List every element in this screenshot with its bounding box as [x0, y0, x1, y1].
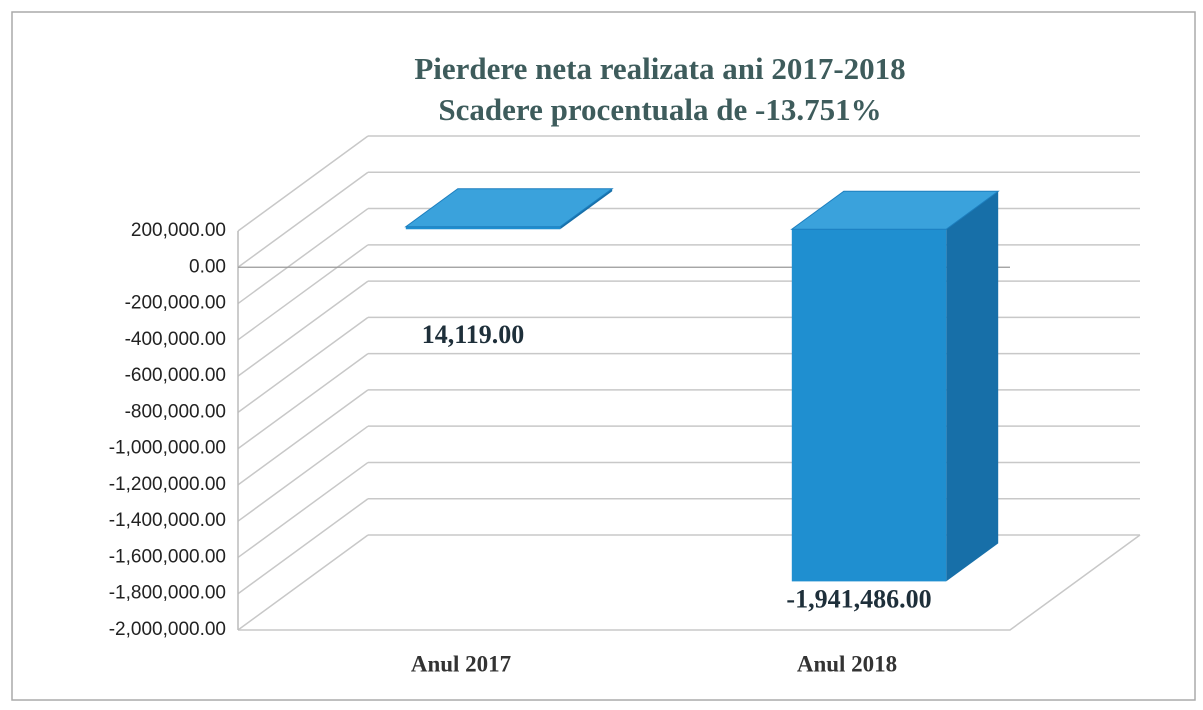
- y-tick-label: -400,000.00: [125, 329, 226, 350]
- chart-subtitle: Scadere procentuala de -13.751%: [438, 92, 881, 127]
- y-tick-label: -1,000,000.00: [109, 438, 226, 459]
- bar-side: [560, 188, 613, 230]
- y-tick-label: -200,000.00: [125, 293, 226, 314]
- y-tick-label: -1,800,000.00: [109, 583, 226, 604]
- bar-top: [790, 190, 1000, 230]
- grid-line: [237, 498, 369, 595]
- grid-line: [237, 135, 369, 232]
- grid-line: [237, 353, 369, 450]
- grid-line: [237, 389, 369, 486]
- data-label: -1,941,486.00: [786, 584, 931, 613]
- grid-line: [237, 425, 369, 522]
- chart-title: Pierdere neta realizata ani 2017-2018: [414, 51, 905, 86]
- y-tick-label: -600,000.00: [125, 365, 226, 386]
- grid-line: [237, 534, 369, 631]
- y-tick-label: 0.00: [189, 256, 226, 277]
- grid-line: [237, 171, 369, 268]
- bar-side: [946, 191, 999, 582]
- y-tick-label: -2,000,000.00: [109, 619, 226, 640]
- y-tick-label: -800,000.00: [125, 401, 226, 422]
- bar: [405, 226, 561, 230]
- bar: [791, 229, 947, 582]
- floor: [238, 534, 1141, 631]
- y-tick-label: -1,200,000.00: [109, 474, 226, 495]
- grid-line: [237, 244, 369, 341]
- y-tick-label: -1,400,000.00: [109, 510, 226, 531]
- x-tick-label: Anul 2018: [797, 651, 897, 676]
- grid-line: [237, 461, 369, 559]
- x-tick-label: Anul 2017: [411, 651, 511, 676]
- grid-line: [237, 207, 369, 305]
- bar-top: [404, 188, 614, 228]
- data-label: 14,119.00: [422, 320, 525, 349]
- y-tick-label: 200,000.00: [131, 220, 226, 241]
- grid-line: [237, 316, 369, 413]
- y-tick-label: -1,600,000.00: [109, 546, 226, 567]
- grid-line: [237, 280, 369, 377]
